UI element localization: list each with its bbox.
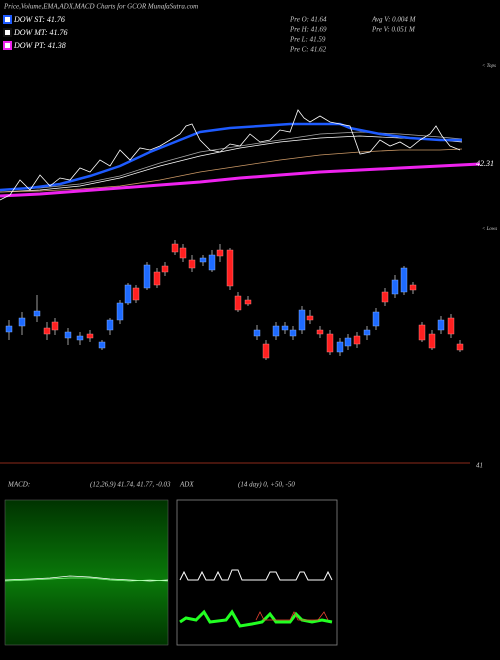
candle-body: [161, 265, 169, 273]
candle-body: [208, 254, 216, 271]
dow-st-line: [0, 122, 462, 192]
legend-swatch: [3, 41, 12, 50]
ema-line: [0, 135, 463, 193]
macd-label: MACD:: [7, 481, 30, 489]
candles: [5, 240, 464, 360]
macd-panel: [4, 499, 169, 646]
lows-label: < Lows: [482, 227, 497, 232]
bottom-label: 41: [476, 462, 483, 470]
candle-body: [306, 315, 314, 321]
candle-body: [171, 243, 179, 253]
legend: DOW ST: 41.76 DOW MT: 41.76 DOW PT: 41.38: [3, 15, 68, 50]
quote-open: Pre O: 41.64: [289, 16, 327, 24]
candle-body: [153, 271, 161, 286]
candle-body: [289, 329, 297, 337]
candle-body: [33, 310, 41, 317]
legend-label: DOW PT: 41.38: [13, 41, 66, 50]
candle-body: [336, 341, 344, 353]
candle-body: [326, 333, 334, 353]
adx-params: (14 day) 0, +50, -50: [238, 481, 295, 489]
candle-body: [51, 321, 59, 331]
candle-body: [76, 335, 84, 341]
candle-body: [447, 317, 455, 335]
quote-high: Pre H: 41.69: [289, 26, 327, 34]
tops-label: < Tops: [482, 64, 496, 69]
candle-body: [244, 299, 252, 305]
di-minus-line: [255, 611, 329, 621]
legend-swatch: [3, 28, 12, 37]
candle-body: [106, 319, 114, 331]
candle-body: [372, 311, 380, 327]
adx-line: [179, 569, 333, 581]
candle-body: [281, 325, 289, 331]
macd-params: (12,26,9) 41.74, 41.77, -0.03: [90, 481, 171, 489]
candle-body: [143, 264, 151, 289]
candle-body: [86, 333, 94, 339]
candle-body: [391, 279, 399, 295]
candle-body: [188, 259, 196, 269]
candle-body: [363, 329, 371, 336]
legend-swatch: [3, 15, 12, 24]
candle-body: [64, 331, 72, 339]
candle-body: [428, 333, 436, 349]
candle-body: [272, 325, 280, 337]
ema-line: [0, 148, 463, 193]
candle-body: [216, 249, 224, 257]
candle-body: [43, 327, 51, 335]
candle-body: [298, 309, 306, 331]
quote-prev-volume: Pre V: 0.051 M: [371, 26, 416, 34]
candle-body: [116, 302, 124, 321]
level-label: 42.31: [476, 159, 494, 168]
legend-label: DOW ST: 41.76: [13, 15, 65, 24]
quote-close: Pre C: 41.62: [289, 46, 327, 54]
candle-body: [381, 291, 389, 303]
candle-body: [199, 257, 207, 263]
candle-body: [124, 284, 132, 304]
candle-body: [353, 335, 361, 345]
candle-body: [409, 284, 417, 291]
page-title: Price,Volume,EMA,ADX,MACD Charts for GCO…: [3, 3, 198, 11]
quote-low: Pre L: 41.59: [289, 36, 326, 44]
dow-pt-line: [0, 162, 481, 198]
candle-body: [132, 287, 140, 301]
candle-body: [456, 343, 464, 351]
signal-line: [4, 577, 169, 582]
quote-avg-volume: Avg V: 0.004 M: [371, 16, 417, 24]
candle-body: [234, 295, 242, 311]
adx-label: ADX: [179, 481, 194, 489]
candle-body: [400, 267, 408, 293]
candle-body: [179, 247, 187, 259]
candle-body: [262, 343, 270, 359]
candle-body: [437, 319, 445, 331]
candle-body: [418, 324, 426, 341]
candle-body: [344, 337, 352, 347]
price-line: [0, 109, 461, 201]
candle-body: [5, 325, 13, 333]
candle-body: [316, 329, 324, 335]
candle-body: [18, 317, 26, 327]
legend-label: DOW MT: 41.76: [13, 28, 68, 37]
candle-body: [253, 329, 261, 337]
candle-body: [226, 249, 234, 287]
candle-body: [98, 341, 106, 349]
adx-panel: [176, 499, 338, 646]
